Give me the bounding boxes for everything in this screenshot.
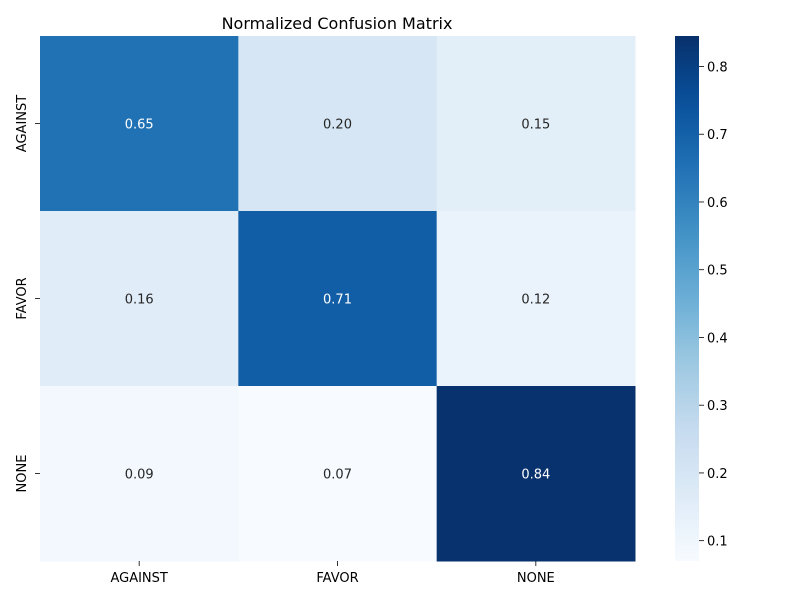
chart-title: Normalized Confusion Matrix	[222, 14, 453, 33]
colorbar: 0.1 0.2 0.3 0.4 0.5 0.6 0.7 0.8	[675, 36, 728, 561]
y-tick-label-1: FAVOR	[15, 277, 30, 319]
x-tick-label-0: AGAINST	[110, 571, 167, 586]
cell-annotation-1-0: 0.16	[125, 293, 154, 308]
heatmap-cell-0-1	[238, 36, 438, 212]
colorbar-tick-label-7: 0.8	[707, 60, 728, 75]
cell-annotation-2-1: 0.07	[323, 468, 352, 483]
heatmap-cell-2-1	[238, 386, 438, 562]
colorbar-tick-label-3: 0.4	[707, 331, 728, 346]
heatmap-cell-2-0	[40, 386, 239, 562]
heatmap-cell-0-0	[40, 36, 239, 212]
colorbar-tick-label-2: 0.3	[707, 399, 728, 414]
colorbar-tick-label-5: 0.6	[707, 196, 728, 211]
colorbar-ticks: 0.1 0.2 0.3 0.4 0.5 0.6 0.7 0.8	[699, 60, 728, 550]
cell-annotation-0-1: 0.20	[323, 118, 352, 133]
cell-annotation-0-2: 0.15	[521, 118, 550, 133]
colorbar-tick-label-0: 0.1	[707, 535, 728, 550]
cell-annotation-2-0: 0.09	[125, 468, 154, 483]
colorbar-tick-label-1: 0.2	[707, 467, 728, 482]
colorbar-tick-label-6: 0.7	[707, 128, 728, 143]
heatmap-cell-1-2	[436, 211, 636, 387]
cell-annotations: 0.65 0.20 0.15 0.16 0.71 0.12 0.09 0.07 0.84	[125, 118, 551, 483]
y-tick-label-2: NONE	[15, 455, 30, 493]
heatmap-cell-1-0	[40, 211, 239, 387]
heatmap-cell-1-1	[238, 211, 438, 387]
heatmap-cell-2-2	[436, 386, 636, 562]
x-tick-label-2: NONE	[517, 571, 555, 586]
x-axis: AGAINST FAVOR NONE	[110, 561, 555, 586]
y-axis: AGAINST FAVOR NONE	[15, 95, 40, 493]
colorbar-tick-label-4: 0.5	[707, 264, 728, 279]
cell-annotation-1-2: 0.12	[521, 293, 550, 308]
heatmap-cells	[40, 36, 636, 562]
heatmap-cell-0-2	[436, 36, 636, 212]
colorbar-gradient	[675, 36, 699, 561]
cell-annotation-2-2: 0.84	[521, 468, 550, 483]
cell-annotation-1-1: 0.71	[323, 293, 352, 308]
cell-annotation-0-0: 0.65	[125, 118, 154, 133]
y-tick-label-0: AGAINST	[15, 95, 30, 152]
x-tick-label-1: FAVOR	[316, 571, 358, 586]
